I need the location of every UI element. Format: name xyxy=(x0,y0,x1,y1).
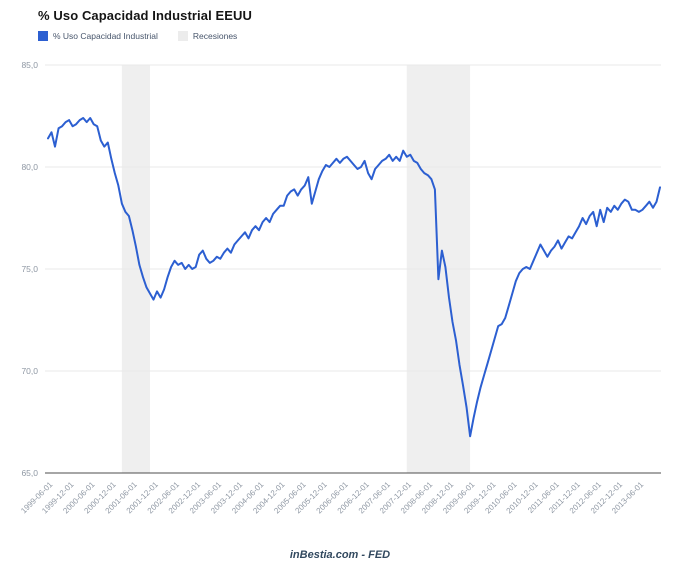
y-axis-tick-label: 70,0 xyxy=(21,366,38,376)
legend-item-recessions: Recesiones xyxy=(177,31,238,41)
chart-title: % Uso Capacidad Industrial EEUU xyxy=(38,8,253,23)
capacity-utilization-series-line xyxy=(47,117,661,438)
legend-series-label: % Uso Capacidad Industrial xyxy=(53,31,158,41)
recessions-swatch-icon xyxy=(177,31,188,41)
series-swatch-icon xyxy=(38,31,48,41)
source-credit: inBestia.com - FED xyxy=(289,549,391,561)
legend-recessions-label: Recesiones xyxy=(192,31,238,41)
y-axis-tick-label: 65,0 xyxy=(21,468,38,478)
legend-item-series: % Uso Capacidad Industrial xyxy=(38,31,158,41)
legend: % Uso Capacidad Industrial Recesiones xyxy=(38,31,237,41)
y-axis-tick-label: 80,0 xyxy=(21,162,38,172)
y-axis-tick-label: 75,0 xyxy=(21,264,38,274)
y-axis-tick-label: 85,0 xyxy=(21,60,38,70)
